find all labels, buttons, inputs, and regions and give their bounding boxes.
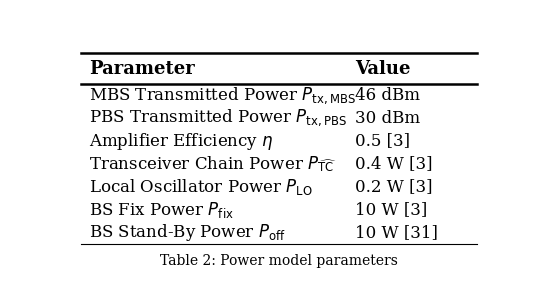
Text: Transceiver Chain Power $P_{\widehat{\mathrm{TC}}}$: Transceiver Chain Power $P_{\widehat{\ma… [89, 154, 337, 174]
Text: Local Oscillator Power $P_{\mathrm{LO}}$: Local Oscillator Power $P_{\mathrm{LO}}$ [89, 177, 313, 197]
Text: Amplifier Efficiency $\eta$: Amplifier Efficiency $\eta$ [89, 131, 274, 151]
Text: Value: Value [355, 60, 410, 77]
Text: 46 dBm: 46 dBm [355, 87, 419, 104]
Text: 30 dBm: 30 dBm [355, 110, 420, 127]
Text: 10 W [31]: 10 W [31] [355, 224, 437, 241]
Text: 0.4 W [3]: 0.4 W [3] [355, 155, 432, 173]
Text: Table 2: Power model parameters: Table 2: Power model parameters [160, 254, 398, 267]
Text: BS Fix Power $P_{\mathrm{fix}}$: BS Fix Power $P_{\mathrm{fix}}$ [89, 200, 234, 220]
Text: BS Stand-By Power $P_{\mathrm{off}}$: BS Stand-By Power $P_{\mathrm{off}}$ [89, 222, 286, 243]
Text: PBS Transmitted Power $P_{\mathrm{tx,PBS}}$: PBS Transmitted Power $P_{\mathrm{tx,PBS… [89, 108, 347, 129]
Text: 0.5 [3]: 0.5 [3] [355, 132, 410, 150]
Text: MBS Transmitted Power $P_{\mathrm{tx,MBS}}$: MBS Transmitted Power $P_{\mathrm{tx,MBS… [89, 85, 356, 106]
Text: Parameter: Parameter [89, 60, 195, 77]
Text: 10 W [3]: 10 W [3] [355, 201, 427, 218]
Text: 0.2 W [3]: 0.2 W [3] [355, 178, 432, 195]
